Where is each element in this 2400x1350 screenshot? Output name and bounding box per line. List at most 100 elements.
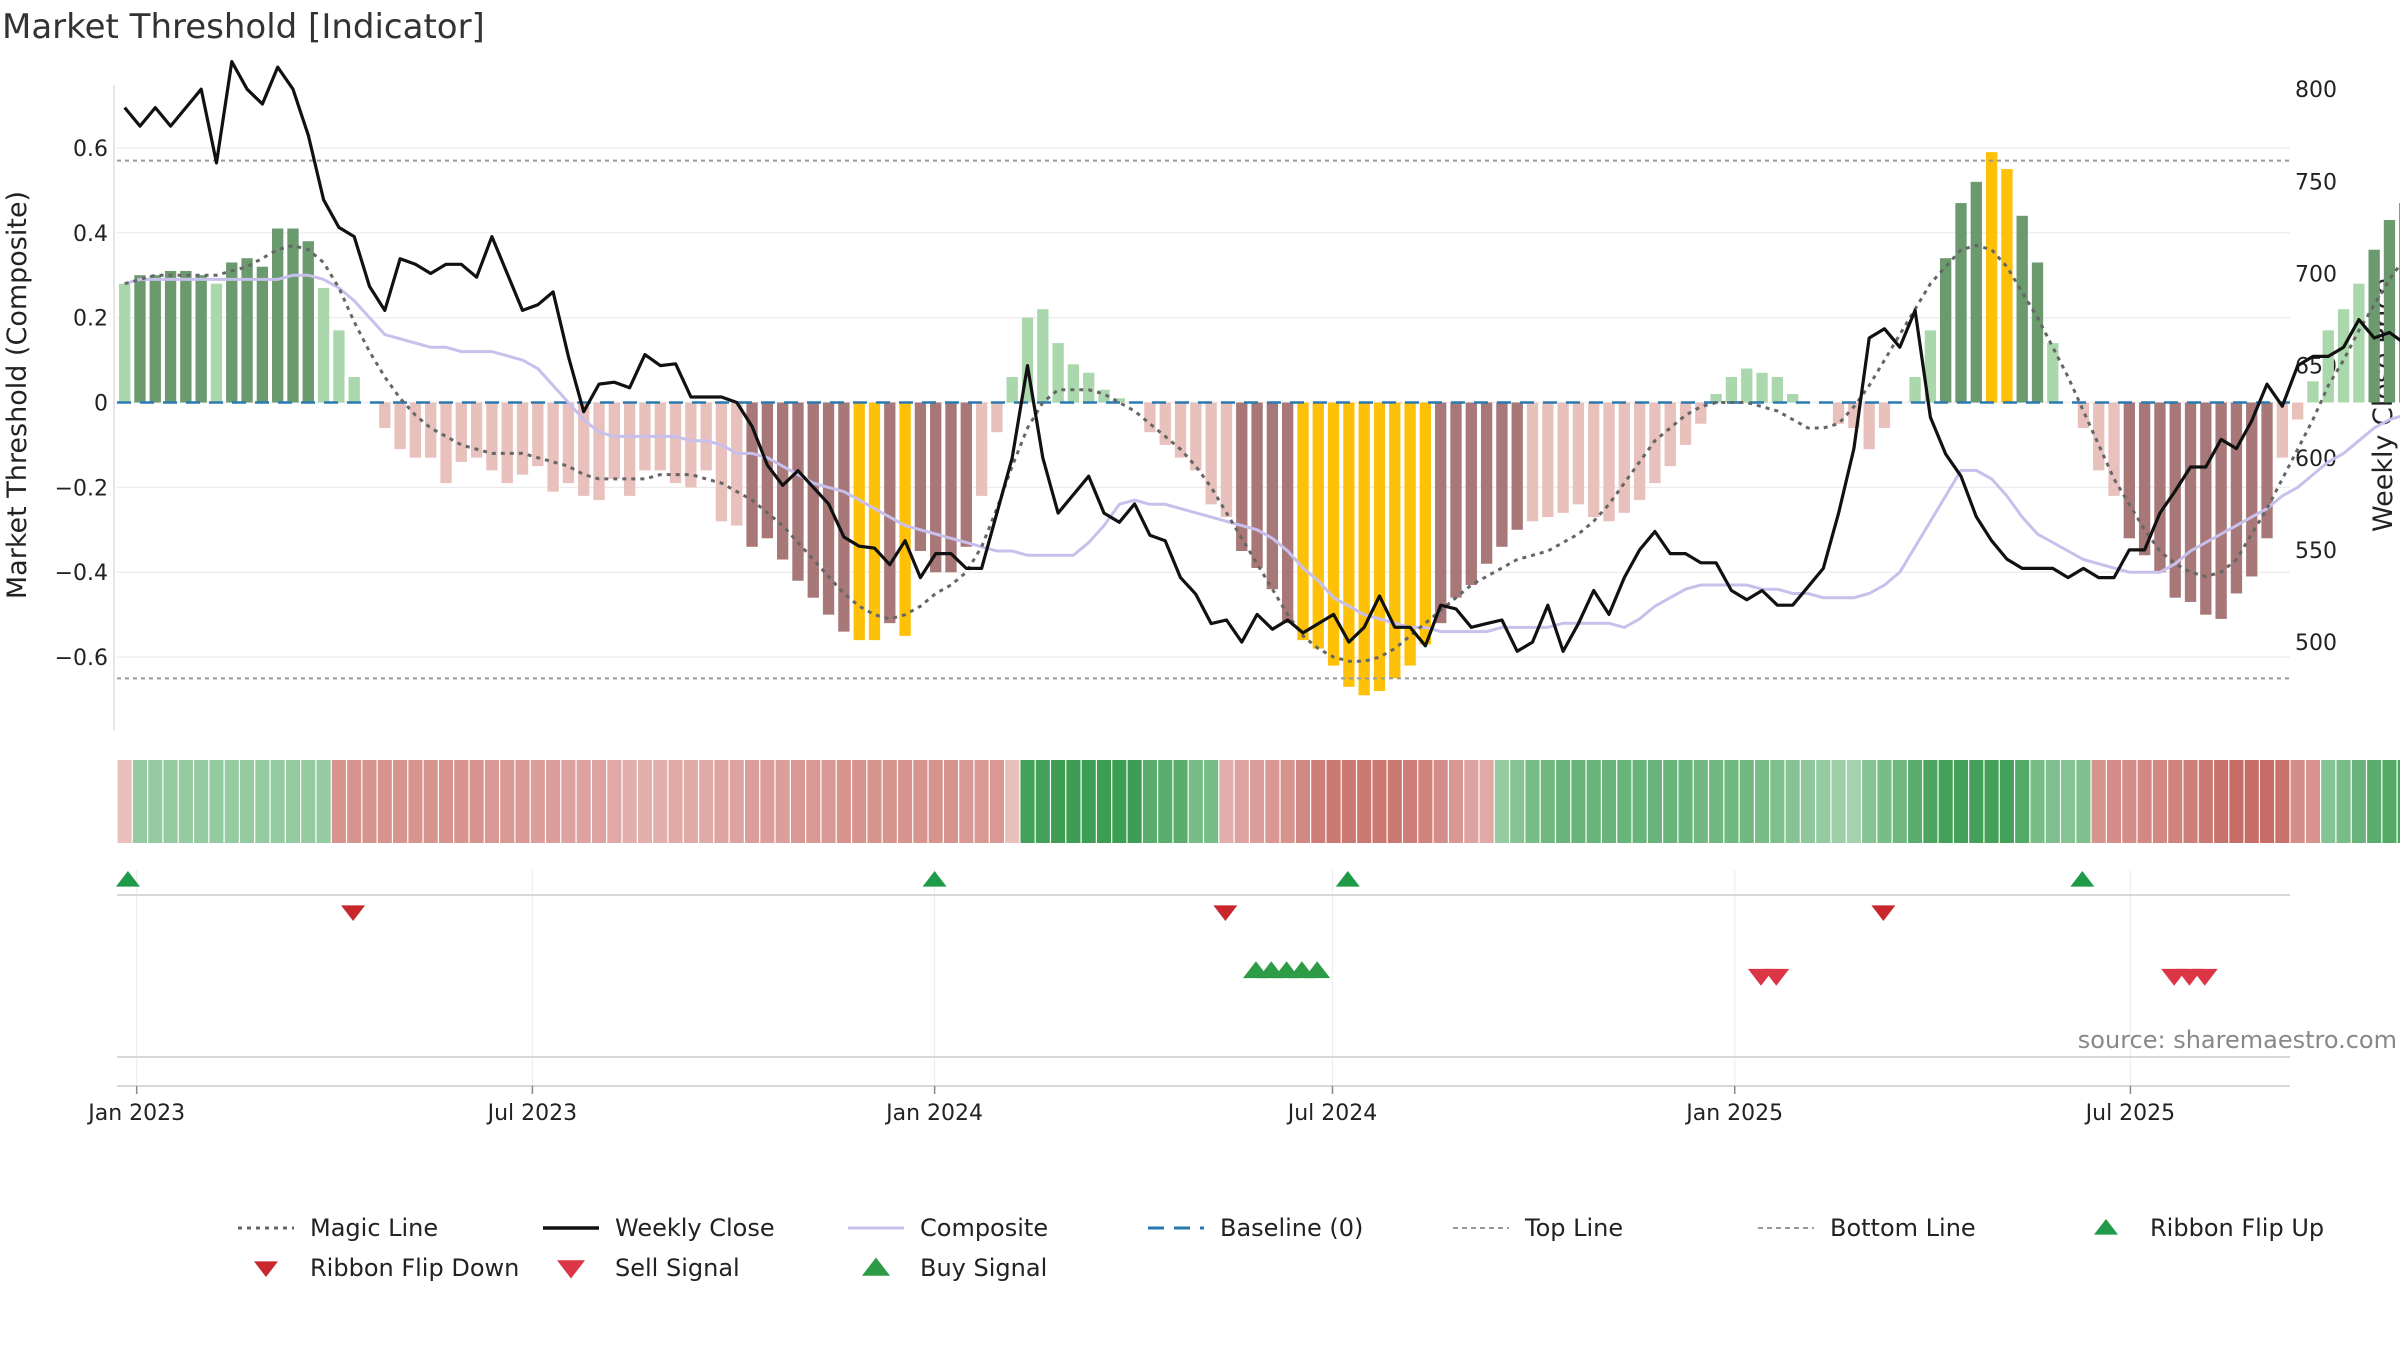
ribbon-cell (117, 760, 132, 843)
threshold-bar (195, 275, 207, 403)
threshold-bar (256, 266, 269, 403)
ribbon-cell (790, 760, 806, 843)
ribbon-cell (1525, 760, 1540, 843)
ribbon-cell (1479, 760, 1494, 843)
threshold-bar (2276, 402, 2289, 458)
threshold-bar (2184, 402, 2197, 602)
ribbon-cell (1800, 760, 1816, 843)
threshold-bar (2016, 215, 2028, 403)
ribbon-cell (2137, 760, 2152, 843)
ribbon-cell (1418, 760, 1433, 843)
ribbon-cell (546, 760, 561, 843)
weekly-close-line (123, 59, 2400, 653)
ribbon-cell (1770, 760, 1785, 843)
ribbon-cell (898, 760, 913, 843)
threshold-bar (1021, 317, 1034, 403)
ribbon-cell (1280, 760, 1295, 843)
ribbon-cell (974, 760, 989, 843)
threshold-bar (669, 402, 682, 484)
ribbon-cell (1953, 760, 1969, 843)
ribbon-cell (530, 760, 545, 843)
ribbon-cell (1510, 760, 1525, 843)
ribbon-cell (1632, 760, 1647, 843)
ribbon-cell (1678, 760, 1693, 843)
ribbon-cell (2351, 760, 2366, 843)
legend-item-composite: Composite (848, 1214, 1048, 1242)
y-tick-label: 0.2 (73, 307, 108, 332)
ribbon-cell (1142, 760, 1157, 843)
ribbon-cell (760, 760, 775, 843)
ribbon-cell (2214, 760, 2229, 843)
ribbon-cell (2076, 760, 2091, 843)
threshold-bar (1679, 402, 1692, 445)
sell-signal-marker (2191, 968, 2218, 986)
ribbon-cell (714, 760, 729, 843)
legend-item-top: Top Line (1453, 1214, 1623, 1242)
ribbon-cell (1005, 760, 1020, 843)
threshold-bar (945, 402, 957, 573)
ribbon-cell (1081, 760, 1096, 843)
threshold-bar (2154, 402, 2166, 573)
ribbon-cell (316, 760, 331, 843)
ribbon-cell (1755, 760, 1770, 843)
threshold-bar (838, 402, 850, 632)
threshold-bar (210, 283, 223, 403)
threshold-bar (792, 402, 804, 581)
ribbon-cell (1173, 760, 1188, 843)
threshold-bar (746, 402, 758, 547)
ribbon-cell (1265, 760, 1280, 843)
threshold-bar (241, 258, 253, 403)
threshold-bar (516, 402, 529, 475)
ribbon-cell (2106, 760, 2122, 843)
ribbon-cell (393, 760, 408, 843)
threshold-bar (685, 402, 697, 488)
threshold-bar (2368, 249, 2380, 403)
threshold-bar (501, 402, 513, 484)
ribbon-cell (1846, 760, 1861, 843)
x-tick-label: Jul 2024 (1286, 1101, 1378, 1126)
threshold-bar (1220, 402, 1233, 518)
threshold-bar (1205, 402, 1217, 505)
legend-swatch (862, 1257, 890, 1276)
threshold-bar (2383, 220, 2396, 403)
threshold-bar (1190, 402, 1202, 471)
ribbon-cell (2397, 760, 2400, 843)
legend-label: Weekly Close (615, 1214, 775, 1242)
threshold-bar (1588, 402, 1600, 518)
ribbon-cell (423, 760, 438, 843)
ribbon-cell (1448, 760, 1464, 843)
legend-item-magic: Magic Line (238, 1214, 438, 1242)
ribbon-cell (2321, 760, 2336, 843)
legend-swatch (557, 1260, 585, 1279)
legend-item-buy: Buy Signal (862, 1254, 1047, 1282)
threshold-bar (2353, 283, 2365, 403)
y-tick-label: −0.6 (55, 646, 108, 671)
threshold-bar (593, 402, 605, 501)
threshold-bar (1480, 402, 1493, 564)
magic-line (124, 243, 2400, 663)
threshold-bar (1664, 402, 1676, 467)
ribbon-cell (2122, 760, 2137, 843)
ribbon-cell (1969, 760, 1984, 843)
ribbon-cell (377, 760, 392, 843)
y2-tick-label: 800 (2295, 78, 2337, 103)
threshold-bar (1419, 402, 1432, 645)
legend-label: Ribbon Flip Up (2150, 1214, 2324, 1242)
threshold-bar (302, 241, 314, 403)
ribbon-cell (515, 760, 530, 843)
ribbon-flip-up-marker (922, 871, 947, 887)
threshold-bar (379, 402, 391, 428)
ribbon-cell (1831, 760, 1846, 843)
threshold-bar (1756, 372, 1768, 403)
ribbon-cell (1326, 760, 1341, 843)
threshold-bar (2246, 402, 2258, 577)
threshold-bar (1113, 398, 1125, 403)
threshold-bar (134, 275, 146, 403)
legend-swatch (2094, 1219, 2118, 1235)
threshold-bar (1970, 181, 1982, 403)
threshold-bar (1052, 343, 1064, 403)
threshold-bar (2215, 402, 2227, 619)
ribbon-cell (2152, 760, 2167, 843)
ribbon-cell (2015, 760, 2030, 843)
ribbon-cell (331, 760, 346, 843)
